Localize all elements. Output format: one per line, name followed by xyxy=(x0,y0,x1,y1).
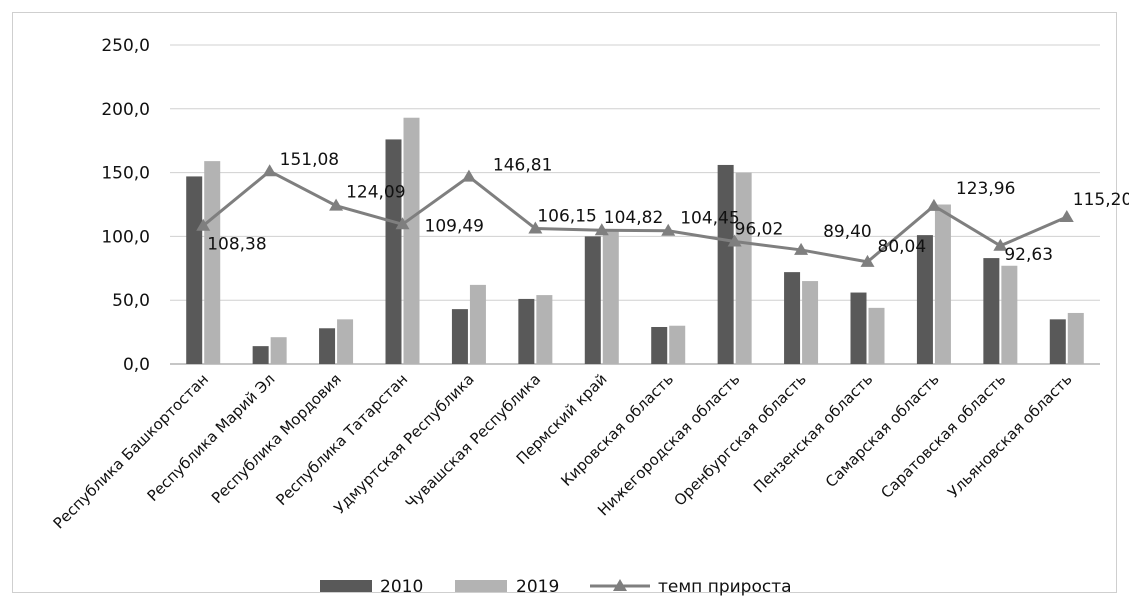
y-tick-label: 100,0 xyxy=(101,227,150,247)
legend-marker-growth xyxy=(613,579,627,591)
growth-marker xyxy=(594,223,609,236)
bar-2019 xyxy=(536,295,553,364)
legend-label-growth: темп прироста xyxy=(658,577,792,597)
bar-2010 xyxy=(916,235,933,364)
bar-2019 xyxy=(469,284,486,364)
growth-data-label: 96,02 xyxy=(735,219,784,239)
growth-marker xyxy=(329,198,344,211)
y-tick-label: 200,0 xyxy=(101,100,150,120)
y-tick-label: 150,0 xyxy=(101,164,150,184)
bar-2010 xyxy=(451,309,468,364)
legend-swatch-2019 xyxy=(455,580,507,592)
bar-2019 xyxy=(934,204,951,364)
bar-2010 xyxy=(518,298,535,364)
x-tick-label: Саратовская область xyxy=(877,370,1009,502)
x-tick-label: Республика Татарстан xyxy=(272,370,411,509)
x-tick-label: Республика Мордовия xyxy=(208,370,345,507)
bar-2019 xyxy=(270,337,287,364)
growth-marker xyxy=(196,218,211,231)
x-tick-label: Ульяновская область xyxy=(944,370,1075,501)
growth-marker xyxy=(926,198,941,211)
y-tick-label: 250,0 xyxy=(101,36,150,56)
bar-2010 xyxy=(850,292,867,364)
bar-2010 xyxy=(319,328,336,364)
growth-marker xyxy=(1059,210,1074,223)
chart-frame xyxy=(12,12,1117,593)
growth-data-label: 104,82 xyxy=(604,208,663,228)
bar-2019 xyxy=(669,325,686,364)
grid-lines xyxy=(170,44,1100,365)
bar-2010 xyxy=(784,272,801,364)
growth-marker xyxy=(794,242,809,255)
bar-2019 xyxy=(802,281,819,364)
growth-data-label: 89,40 xyxy=(823,222,872,242)
legend-swatch-2010 xyxy=(320,580,372,592)
x-tick-label: Чувашская Республика xyxy=(402,370,544,512)
x-tick-label: Нижегородская область xyxy=(594,370,743,519)
bar-2010 xyxy=(651,326,668,364)
bar-2010 xyxy=(983,258,1000,364)
growth-line: 108,38 151,08 124,09 109,49 146,81 106,15 104,… xyxy=(196,150,1129,267)
growth-marker xyxy=(262,164,277,177)
growth-marker xyxy=(395,217,410,230)
growth-data-label: 80,04 xyxy=(878,237,927,257)
growth-data-label: 124,09 xyxy=(346,183,405,203)
bars xyxy=(186,117,1084,365)
growth-marker xyxy=(727,234,742,247)
bar-2019 xyxy=(337,319,354,364)
growth-data-label: 92,63 xyxy=(1004,245,1053,265)
bar-2010 xyxy=(252,346,269,364)
bar-2010 xyxy=(1049,319,1066,364)
legend-label-2019: 2019 xyxy=(516,577,559,597)
growth-line-path xyxy=(202,169,1068,264)
growth-data-label: 108,38 xyxy=(207,235,266,255)
growth-data-label: 146,81 xyxy=(493,156,552,176)
growth-marker xyxy=(661,223,676,236)
x-tick-label: Удмуртская Республика xyxy=(330,370,477,517)
growth-marker xyxy=(461,169,476,182)
growth-data-label: 109,49 xyxy=(425,216,484,236)
x-tick-label: Оренбургская область xyxy=(670,370,809,509)
growth-data-label: 104,45 xyxy=(680,209,739,229)
x-tick-label: Кировская область xyxy=(557,370,677,490)
growth-data-label: 123,96 xyxy=(956,179,1015,199)
x-tick-label: Самарская область xyxy=(822,370,943,491)
y-tick-label: 50,0 xyxy=(112,291,150,311)
bar-2019 xyxy=(204,161,221,364)
growth-marker xyxy=(528,221,543,234)
bar-2019 xyxy=(735,172,752,364)
bar-2019 xyxy=(1001,265,1018,364)
growth-marker xyxy=(993,238,1008,251)
growth-data-label: 106,15 xyxy=(537,207,596,227)
y-axis-ticks: 0,0 50,0 100,0 150,0 200,0 250,0 xyxy=(101,36,150,375)
growth-data-label: 151,08 xyxy=(280,150,339,170)
bar-2010 xyxy=(186,176,203,364)
bar-2019 xyxy=(868,307,885,364)
bar-2019 xyxy=(602,230,619,364)
legend-label-2010: 2010 xyxy=(380,577,423,597)
growth-marker xyxy=(860,254,875,267)
bar-2010 xyxy=(385,139,402,364)
bar-2010 xyxy=(717,164,734,364)
bar-2019 xyxy=(1067,312,1084,364)
bar-2010 xyxy=(584,236,601,364)
x-tick-label: Республика Марий Эл xyxy=(144,370,279,505)
bar-2019 xyxy=(403,117,420,365)
x-tick-label: Пензенская область xyxy=(750,370,876,496)
growth-data-label: 115,20 xyxy=(1073,190,1129,210)
legend: 2010 2019 темп прироста xyxy=(320,577,792,597)
y-tick-label: 0,0 xyxy=(123,355,150,375)
